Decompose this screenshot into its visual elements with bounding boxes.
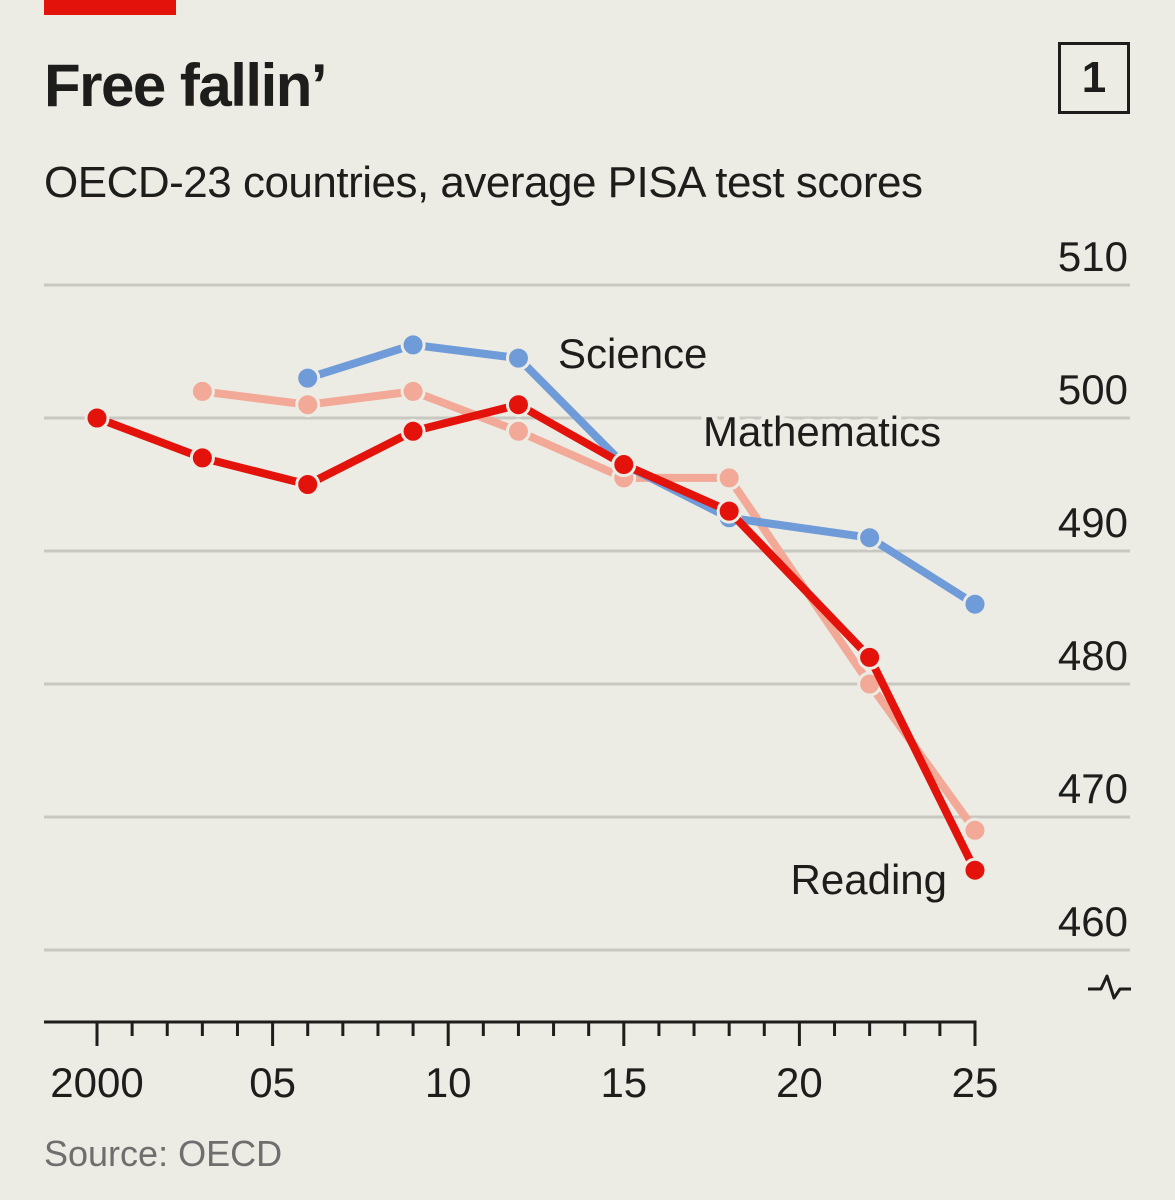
axis-break-icon (1088, 974, 1131, 1000)
y-tick-label: 500 (1058, 366, 1128, 413)
x-tick-label: 05 (249, 1059, 296, 1106)
y-tick-label: 480 (1058, 632, 1128, 679)
y-tick-label: 490 (1058, 499, 1128, 546)
x-tick-label: 15 (600, 1059, 647, 1106)
data-point-science (295, 365, 321, 391)
data-point-mathematics (505, 418, 531, 444)
data-point-reading (716, 498, 742, 524)
data-point-mathematics (189, 378, 215, 404)
x-tick-label: 25 (952, 1059, 999, 1106)
x-tick-label: 20 (776, 1059, 823, 1106)
series-line-reading (93, 400, 979, 875)
data-point-mathematics (400, 378, 426, 404)
chart-title: Free fallin’ (44, 52, 328, 119)
chart-number-badge: 1 (1058, 42, 1130, 114)
x-tick-label: 2000 (50, 1059, 143, 1106)
data-point-reading (611, 452, 637, 478)
data-point-science (400, 332, 426, 358)
data-point-science (505, 345, 531, 371)
data-point-reading (962, 857, 988, 883)
data-point-reading (189, 445, 215, 471)
data-point-reading (295, 472, 321, 497)
series-label-science: Science (558, 330, 707, 377)
data-point-reading (857, 644, 883, 670)
chart-subtitle: OECD-23 countries, average PISA test sco… (44, 158, 923, 207)
data-point-mathematics (295, 392, 321, 418)
series-label-reading: Reading (791, 856, 947, 903)
y-tick-label: 460 (1058, 898, 1128, 945)
brand-accent-bar (44, 0, 176, 15)
y-tick-label: 510 (1058, 233, 1128, 280)
data-point-science (962, 591, 988, 617)
data-point-reading (505, 392, 531, 418)
data-point-mathematics (716, 465, 742, 491)
y-tick-label: 470 (1058, 765, 1128, 812)
series-label-mathematics: Mathematics (703, 408, 941, 455)
series-line-mathematics (198, 387, 979, 835)
data-point-reading (84, 405, 110, 431)
data-point-science (857, 525, 883, 551)
source-note: Source: OECD (44, 1133, 283, 1174)
x-tick-label: 10 (425, 1059, 472, 1106)
data-point-mathematics (962, 817, 988, 843)
data-point-reading (400, 418, 426, 444)
